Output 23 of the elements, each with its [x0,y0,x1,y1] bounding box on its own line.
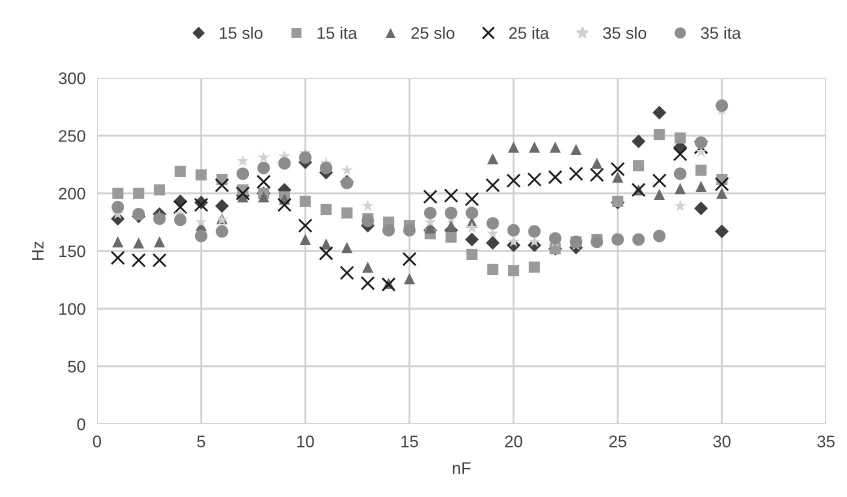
legend-label: 25 slo [411,26,454,39]
y-tick-label: 200 [58,188,86,200]
y-tick-label: 300 [58,72,86,84]
y-axis-title: Hz [32,242,44,260]
x-tick-label: 25 [609,436,626,448]
y-tick-label: 250 [58,130,86,142]
x-tick-label: 15 [401,436,418,448]
legend-label: 25 ita [509,26,550,39]
y-tick-label: 150 [59,245,86,258]
y-tick-label: 0 [77,418,86,430]
x-tick-label: 5 [197,436,206,448]
x-axis-title: nF [452,462,471,474]
legend-label: 35 slo [603,26,646,39]
legend-label: 35 ita [700,26,742,39]
x-tick-label: 0 [93,436,101,448]
x-tick-label: 20 [505,436,522,448]
y-tick-label: 50 [68,360,86,373]
x-tick-label: 35 [817,436,835,448]
x-tick-label: 30 [713,436,730,448]
x-tick-label: 10 [297,436,314,448]
legend-label: 15 slo [220,26,262,39]
legend-label: 15 ita [318,26,358,39]
y-tick-label: 100 [59,303,86,315]
